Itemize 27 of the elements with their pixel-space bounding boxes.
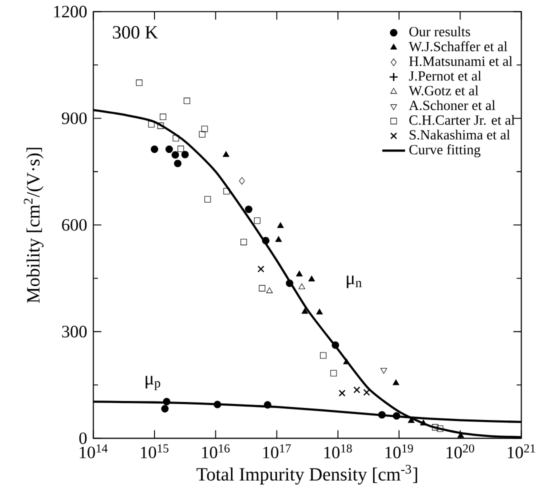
- x-tick-label: 10$^{18}$: [324, 444, 352, 458]
- x-tick-label: 10$^{19}$: [386, 444, 413, 458]
- legend-label: J.Pernot et al: [409, 70, 482, 81]
- legend-label: Our results: [409, 26, 470, 36]
- x-tick-label: 10$^{14}$: [80, 444, 108, 458]
- annotation: 300 K: [112, 26, 158, 39]
- legend-label: S.Nakashima et al: [410, 130, 510, 140]
- legend-label: W.Gotz et al: [408, 86, 478, 96]
- legend-label: Curve fitting: [409, 144, 480, 158]
- y-tick-label: 0: [79, 432, 87, 444]
- x-tick-label: 10$^{21}$: [508, 444, 536, 458]
- legend-label: W.J.Schaffer et al: [408, 41, 508, 52]
- legend-label: A.Schoner et al: [408, 100, 496, 110]
- x-tick-label: 10$^{16}$: [202, 444, 230, 458]
- x-axis-title: Total Impurity Density [cm$^{-3}$]: [196, 464, 418, 485]
- annotation: μ$_{n}$: [346, 276, 362, 288]
- legend-label: C.H.Carter Jr. et al: [409, 114, 515, 125]
- y-tick-label: 1200: [54, 6, 87, 18]
- x-tick-label: 10$^{15}$: [140, 444, 168, 458]
- x-tick-label: 10$^{17}$: [263, 444, 291, 458]
- annotation: μ$_{p}$: [146, 376, 160, 390]
- y-tick-label: 600: [62, 219, 87, 231]
- y-tick-label: 300: [62, 326, 87, 338]
- y-axis-title: Mobility [cm$^{2}$/(V·s)]: [24, 148, 44, 303]
- y-tick-label: 900: [62, 112, 87, 124]
- legend-label: H.Matsunami et al: [409, 56, 512, 66]
- x-tick-label: 10$^{20}$: [446, 444, 474, 458]
